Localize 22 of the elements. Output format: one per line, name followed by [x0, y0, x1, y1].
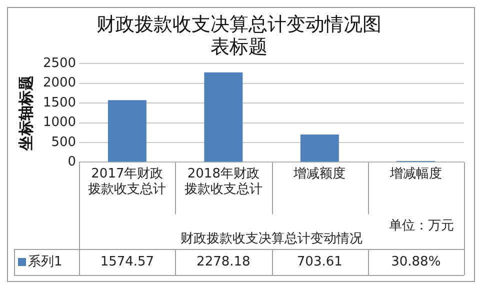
y-axis-title: 坐标轴标题: [16, 75, 35, 152]
y-tick-label: 1500: [42, 95, 76, 110]
x-tick-label: 增减额度: [292, 165, 346, 182]
text: 单位：万元: [389, 218, 454, 234]
bar: [204, 72, 243, 162]
chart-title: 财政拨款收支决算总计变动情况图表标题: [96, 13, 382, 58]
data-label: 1574.57: [100, 254, 154, 270]
y-tick-label: 0: [68, 154, 76, 170]
x-tick-label: 增减幅度: [388, 165, 442, 182]
legend-label: 系列1: [28, 254, 62, 270]
data-label: 30.88%: [391, 254, 441, 270]
bar: [300, 134, 339, 162]
x-tick-label: 2018年财政拨款收支总计: [184, 166, 262, 197]
data-label: 2278.18: [196, 254, 250, 270]
x-axis-title: 财政拨款收支决算总计变动情况: [180, 232, 363, 247]
y-tick-label: 2000: [42, 76, 76, 91]
data-label: 703.61: [296, 254, 342, 270]
y-tick-label: 500: [51, 134, 76, 150]
bar: [108, 100, 146, 162]
x-tick-label: 2017年财政拨款收支总计: [88, 166, 166, 197]
y-tick-label: 1000: [42, 115, 76, 130]
y-tick-label: 2500: [42, 56, 76, 71]
